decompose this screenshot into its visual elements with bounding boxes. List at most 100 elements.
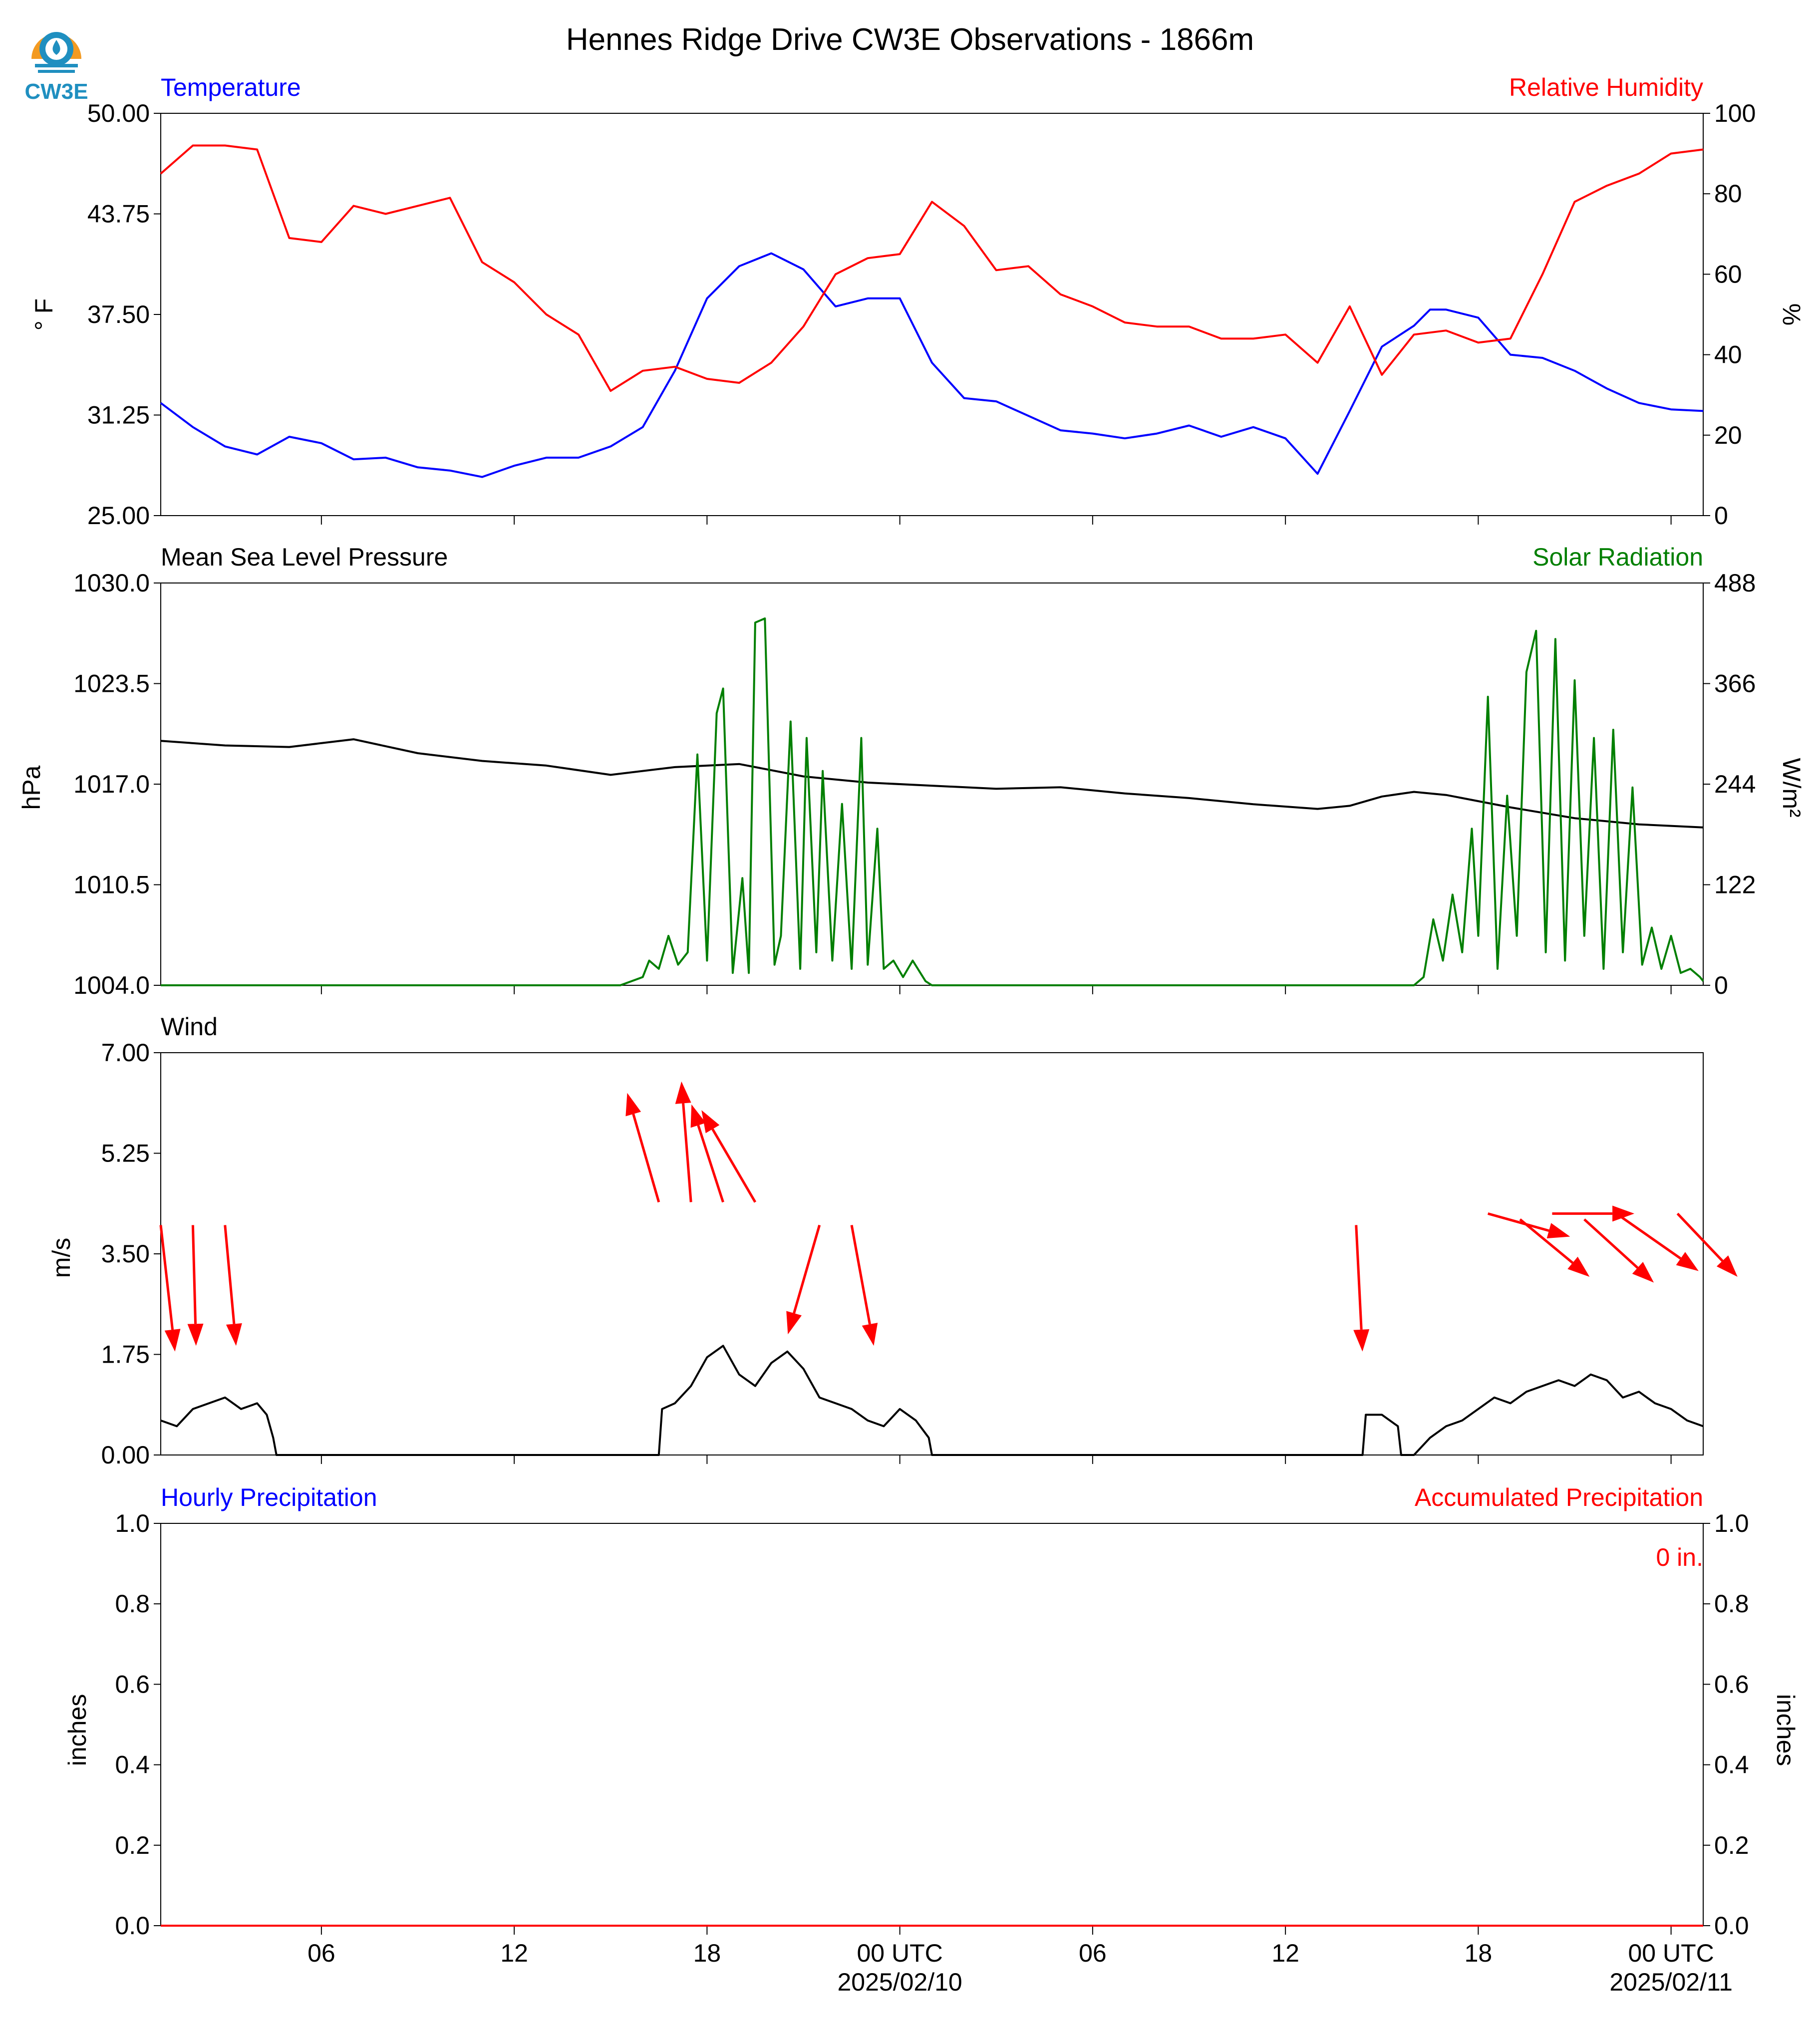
mean-sea-level-pressure-line [160, 738, 1704, 829]
precip-left-tick-label: 0.6 [115, 1670, 150, 1698]
humidity-title: Relative Humidity [1509, 73, 1703, 101]
temperature-title: Temperature [161, 73, 301, 101]
wind-arrow [675, 1081, 692, 1202]
wind-arrow-head [226, 1323, 242, 1346]
x-tick-label: 18 [1465, 1939, 1493, 1967]
wind-arrow-head [164, 1329, 181, 1352]
wind-arrow-head [690, 1104, 706, 1128]
precip-left-tick-label: 0.0 [115, 1912, 150, 1940]
pressure-left-tick-label: 1010.5 [73, 871, 150, 899]
wind-arrow [786, 1224, 821, 1335]
temperature-panel: Temperature Relative Humidity 50.00 43.75… [30, 73, 1806, 530]
temperature-axes: 50.00 43.75 37.50 31.25 25.00 100 80 60 40 20 0 [87, 99, 1756, 530]
precip-right-tick-label: 0.4 [1714, 1751, 1749, 1779]
wind-arrow-head [1353, 1329, 1370, 1352]
wind-arrow [1353, 1225, 1370, 1352]
wind-arrow-shaft [850, 1224, 871, 1325]
wind-arrow [1615, 1212, 1699, 1271]
temp-right-tick-label: 0 [1714, 502, 1728, 530]
pressure-right-tick-label: 244 [1714, 770, 1756, 798]
temperature-plot [160, 144, 1704, 478]
x-tick-label: 12 [500, 1939, 528, 1967]
pressure-right-tick-label: 0 [1714, 971, 1728, 999]
wind-arrow-head [1612, 1205, 1635, 1222]
relative-humidity-line [160, 144, 1704, 392]
wind-arrow-shaft [1676, 1212, 1724, 1262]
wind-arrow-head [786, 1311, 802, 1335]
x-tick-label: 06 [1079, 1939, 1107, 1967]
wind-left-tick-label: 0.00 [101, 1441, 150, 1469]
wind-plot [159, 1081, 1738, 1456]
wind-left-tick-label: 3.50 [101, 1240, 150, 1268]
wind-arrow-shaft [697, 1125, 724, 1203]
x-date-label: 2025/02/10 [838, 1968, 962, 1996]
pressure-plot [160, 617, 1704, 986]
x-date-label: 2025/02/11 [1609, 1968, 1733, 1996]
pressure-right-tick-label: 366 [1714, 670, 1756, 698]
precip-left-tick-label: 0.4 [115, 1751, 150, 1779]
precip-right-tick-label: 0.2 [1714, 1831, 1749, 1859]
wind-arrow-shaft [1355, 1225, 1363, 1330]
solar-radiation-line [161, 617, 1704, 986]
page-title: Hennes Ridge Drive CW3E Observations - 1… [566, 22, 1254, 57]
wind-arrow [625, 1093, 660, 1203]
pressure-left-tick-label: 1017.0 [73, 770, 150, 798]
wind-arrow-head [625, 1093, 641, 1117]
wind-left-tick-label: 5.25 [101, 1140, 150, 1167]
pressure-left-tick-label: 1023.5 [73, 670, 150, 698]
pressure-left-tick-label: 1004.0 [73, 971, 150, 999]
wind-arrow-shaft [1583, 1218, 1639, 1269]
wind-arrow [1488, 1212, 1570, 1239]
pressure-title: Mean Sea Level Pressure [161, 543, 448, 571]
wind-arrow [1552, 1205, 1635, 1222]
pressure-right-tick-label: 122 [1714, 871, 1756, 899]
wind-left-tick-label: 1.75 [101, 1341, 150, 1369]
hourly-precip-title: Hourly Precipitation [161, 1483, 377, 1511]
wind-arrow-shaft [1519, 1218, 1574, 1264]
temperature-unit: ° F [30, 298, 58, 330]
wind-arrow-shaft [632, 1114, 660, 1203]
total-precip-label: 0 in. [1656, 1543, 1703, 1571]
precip-right-tick-label: 0.6 [1714, 1670, 1749, 1698]
wind-left-tick-label: 7.00 [101, 1039, 150, 1067]
wind-arrow-head [1546, 1223, 1570, 1239]
accum-precip-unit: inches [1772, 1694, 1800, 1766]
wind-arrow [1676, 1212, 1738, 1277]
wind-unit: m/s [47, 1238, 75, 1278]
humidity-unit: % [1778, 303, 1806, 325]
pressure-unit: hPa [17, 765, 45, 810]
wind-arrow-head [1716, 1255, 1738, 1277]
precip-right-tick-label: 0.8 [1714, 1590, 1749, 1618]
x-tick-label: 00 UTC [1628, 1939, 1714, 1967]
x-tick-label: 00 UTC [857, 1939, 942, 1967]
wind-arrow [701, 1110, 757, 1203]
wind-arrow-shaft [191, 1225, 197, 1324]
x-tick-label: 12 [1271, 1939, 1299, 1967]
solar-unit: W/m² [1778, 758, 1806, 817]
precip-left-tick-label: 0.8 [115, 1590, 150, 1618]
pressure-axes: 1030.0 1023.5 1017.0 1010.5 1004.0 488 366 244 1… [73, 569, 1756, 999]
wind-arrow-shaft [159, 1225, 174, 1330]
pressure-right-tick-label: 488 [1714, 569, 1756, 597]
wind-arrow-head [1632, 1262, 1654, 1283]
temp-right-tick-label: 40 [1714, 341, 1742, 369]
pressure-left-tick-label: 1030.0 [73, 569, 150, 597]
temperature-line [160, 252, 1704, 478]
wind-arrow [850, 1224, 878, 1346]
temp-left-tick-label: 43.75 [87, 200, 150, 228]
wind-arrow [1583, 1218, 1654, 1283]
pressure-panel: Mean Sea Level Pressure Solar Radiation … [17, 543, 1806, 999]
temp-left-tick-label: 25.00 [87, 502, 150, 530]
temp-right-tick-label: 60 [1714, 260, 1742, 288]
temp-right-tick-label: 80 [1714, 180, 1742, 208]
temp-right-tick-label: 100 [1714, 99, 1756, 127]
wind-arrow-shaft [682, 1103, 692, 1202]
wind-arrow-shaft [1488, 1212, 1549, 1232]
cw3e-logo: CW3E [24, 32, 88, 104]
temp-left-tick-label: 50.00 [87, 99, 150, 127]
accum-precip-title: Accumulated Precipitation [1415, 1483, 1703, 1511]
precip-right-tick-label: 1.0 [1714, 1509, 1749, 1537]
hourly-precip-unit: inches [63, 1694, 91, 1766]
